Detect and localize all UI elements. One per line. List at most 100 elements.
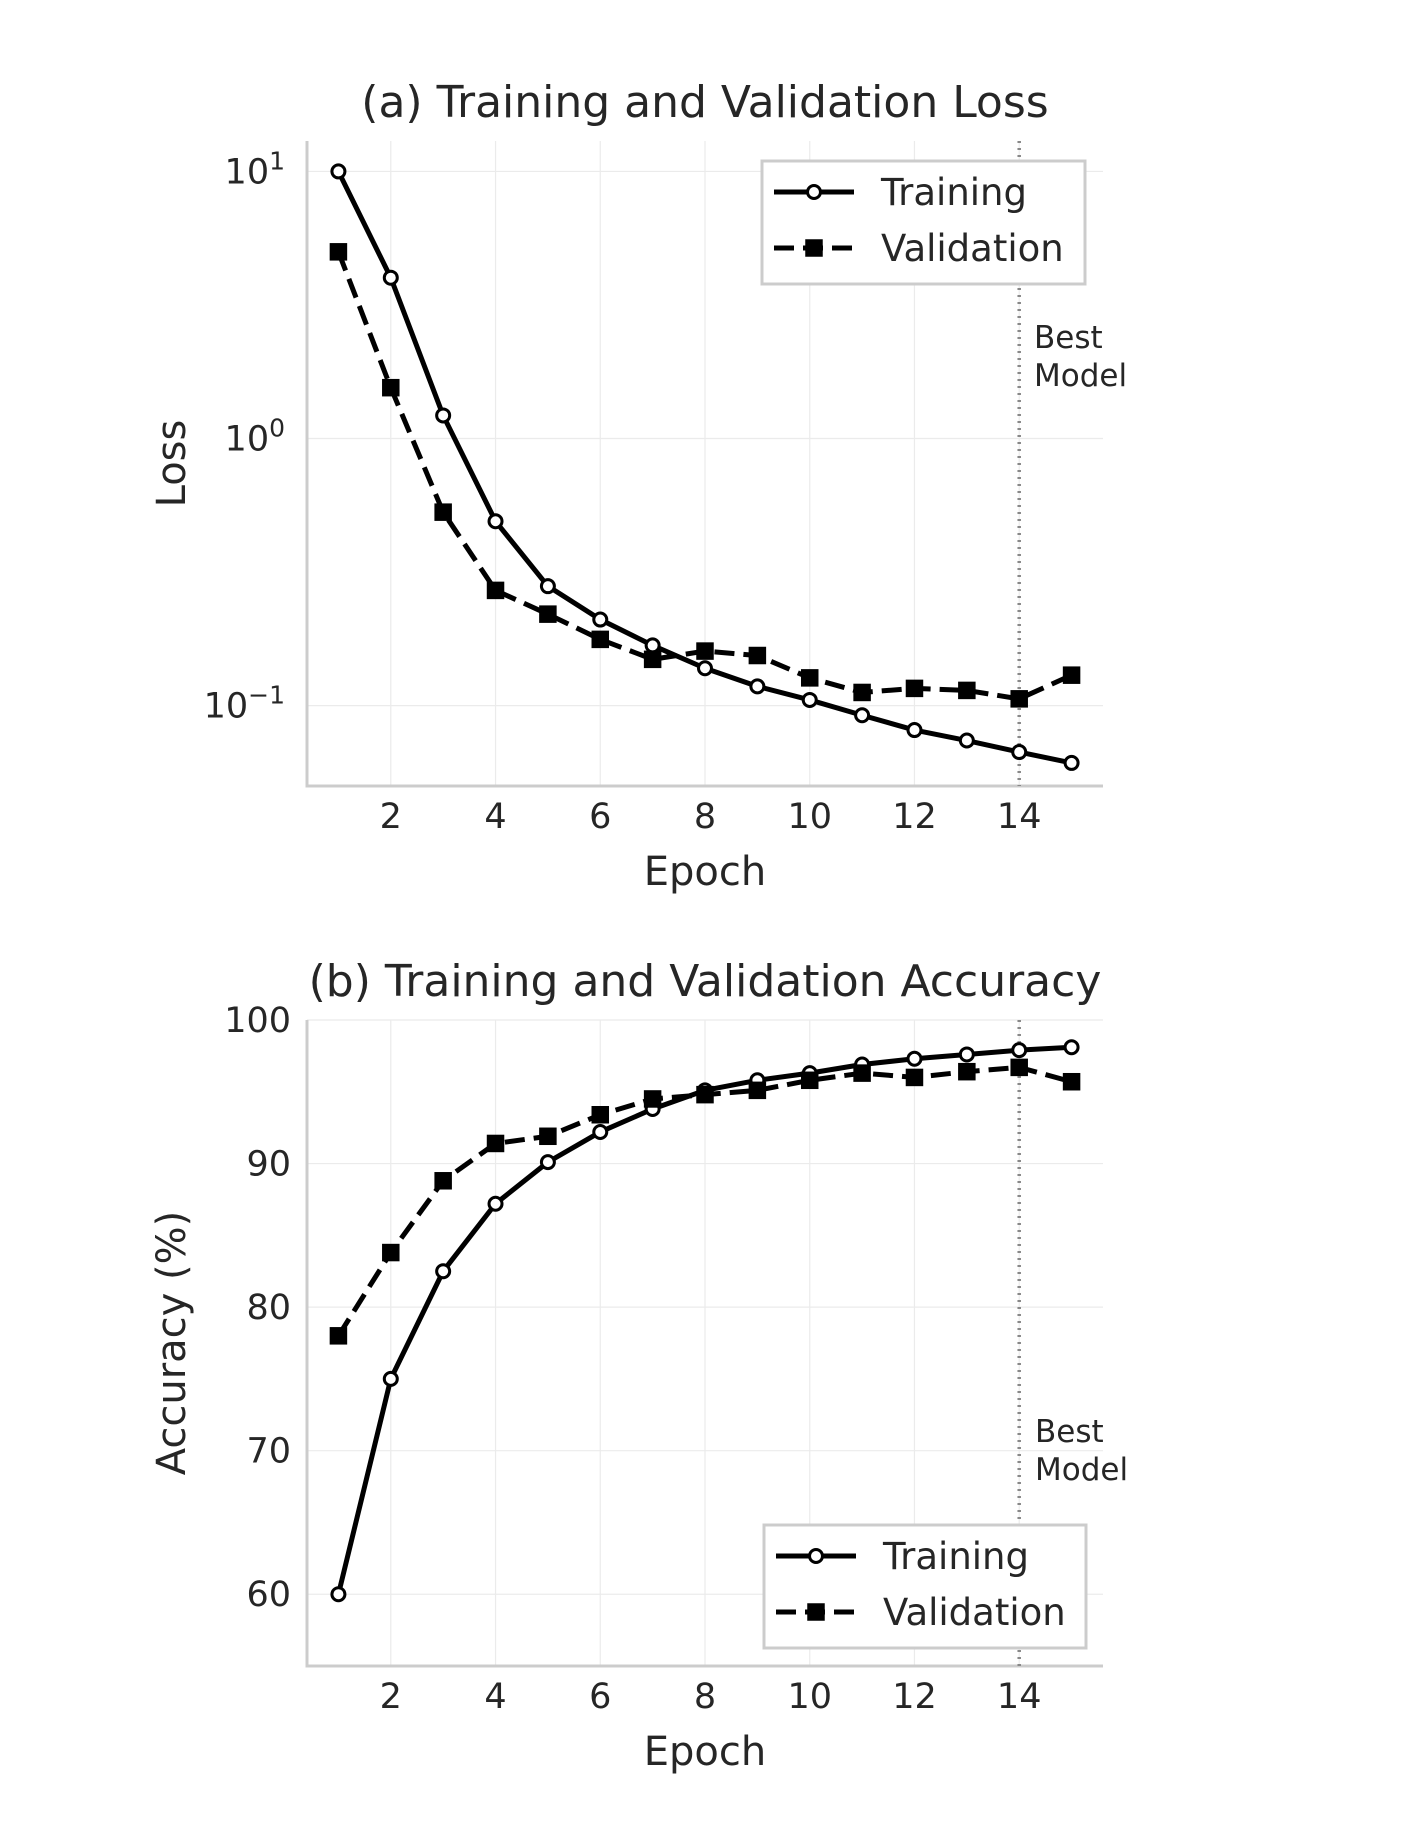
legend-box [760, 159, 1087, 286]
x-tick-label: 8 [694, 1677, 716, 1717]
data-point-validation [382, 1243, 400, 1262]
legend-label-validation: Validation [881, 227, 1064, 270]
data-point-validation [434, 1172, 452, 1190]
data-point-training [382, 1370, 399, 1387]
data-point-validation [329, 1327, 348, 1345]
data-point-validation [905, 679, 924, 698]
loss-chart-panel: 2 4 6 8 10 12 14 10−1 100 101 (a) Training and Val… [149, 77, 1127, 895]
data-point-training [539, 578, 556, 595]
x-tick-label: 8 [694, 797, 716, 837]
data-point-validation [643, 650, 662, 669]
data-point-training [906, 1050, 923, 1067]
data-point-training [644, 637, 661, 654]
data-point-validation [643, 1090, 662, 1108]
data-point-training [330, 163, 347, 180]
y-tick-label: 101 [225, 146, 285, 192]
x-tick-label: 10 [787, 1677, 832, 1717]
data-point-training [749, 678, 766, 695]
y-tick-label: 90 [246, 1145, 291, 1185]
y-axis-label: Accuracy (%) [149, 1211, 195, 1476]
legend-marker-training [808, 1548, 824, 1564]
x-tick-label: 2 [380, 797, 402, 837]
x-axis-label: Epoch [644, 849, 766, 895]
data-point-validation [905, 1068, 924, 1087]
legend-label-validation: Validation [883, 1591, 1066, 1634]
data-point-training [1011, 744, 1028, 761]
legend-label-training: Training [880, 171, 1027, 214]
series-training [330, 163, 1080, 771]
data-point-training [1011, 1042, 1028, 1059]
x-tick-label: 10 [787, 797, 832, 837]
data-point-validation [800, 669, 819, 687]
series-validation [329, 243, 1081, 708]
legend-marker-validation [807, 1603, 825, 1621]
data-point-training [801, 691, 818, 708]
y-tick-label: 60 [246, 1575, 291, 1615]
x-tick-label: 14 [997, 1677, 1042, 1717]
x-tick-label: 4 [484, 1677, 506, 1717]
data-point-validation [800, 1071, 819, 1090]
data-point-validation [382, 378, 400, 397]
data-point-training [539, 1154, 556, 1171]
data-point-validation [539, 605, 557, 623]
data-point-training [958, 1046, 975, 1063]
y-tick-label: 100 [225, 414, 285, 460]
legend: Training Validation [760, 159, 1087, 286]
data-point-validation [748, 1081, 767, 1100]
x-tick-label: 12 [892, 1677, 937, 1717]
y-tick-label: 80 [246, 1288, 291, 1328]
legend: Training Validation [762, 1523, 1088, 1650]
data-point-validation [696, 1085, 714, 1104]
data-point-validation [958, 681, 976, 700]
data-point-training [592, 1123, 609, 1140]
accuracy-chart-panel: 2 4 6 8 10 12 14 60 70 80 90 100 (b) Training and Va… [149, 956, 1128, 1775]
data-point-validation [486, 1134, 505, 1153]
data-point-validation [1062, 666, 1081, 684]
data-point-training [592, 611, 609, 628]
data-point-validation [853, 683, 871, 702]
data-point-training [382, 269, 399, 286]
data-point-training [1063, 754, 1080, 771]
data-point-validation [434, 503, 452, 521]
data-point-validation [1062, 1072, 1081, 1091]
legend-marker-validation [805, 239, 823, 257]
data-point-training [697, 660, 713, 677]
data-point-training [958, 732, 975, 749]
data-point-training [854, 707, 871, 724]
legend-box [762, 1523, 1088, 1650]
x-tick-label: 14 [997, 797, 1042, 837]
data-point-training [435, 407, 452, 424]
x-tick-label: 6 [589, 797, 611, 837]
data-point-validation [591, 1105, 610, 1124]
data-point-validation [329, 243, 348, 261]
data-point-validation [591, 630, 610, 649]
data-point-validation [1010, 1058, 1028, 1077]
best-model-label: Best [1035, 1414, 1104, 1450]
data-point-validation [539, 1127, 557, 1146]
data-point-training [330, 1586, 347, 1603]
best-model-label: Model [1034, 358, 1127, 394]
chart-title: (a) Training and Validation Loss [361, 77, 1048, 128]
data-point-validation [1010, 690, 1028, 708]
legend-label-training: Training [882, 1535, 1029, 1578]
data-point-validation [853, 1064, 871, 1082]
chart-title: (b) Training and Validation Accuracy [309, 956, 1102, 1007]
x-tick-label: 4 [484, 797, 506, 837]
data-point-validation [696, 642, 714, 660]
legend-marker-training [806, 184, 822, 200]
data-point-training [435, 1263, 452, 1280]
data-point-validation [486, 581, 505, 600]
x-tick-label: 6 [589, 1677, 611, 1717]
data-point-training [906, 722, 923, 739]
data-point-training [1063, 1039, 1080, 1056]
y-axis-label: Loss [149, 420, 195, 508]
data-point-training [487, 1195, 504, 1212]
x-tick-label: 12 [892, 797, 937, 837]
data-point-validation [958, 1062, 976, 1081]
y-tick-label: 70 [246, 1432, 291, 1472]
x-tick-label: 2 [380, 1677, 402, 1717]
data-point-validation [748, 646, 767, 665]
y-tick-label: 10−1 [204, 681, 285, 727]
best-model-label: Best [1034, 320, 1103, 356]
